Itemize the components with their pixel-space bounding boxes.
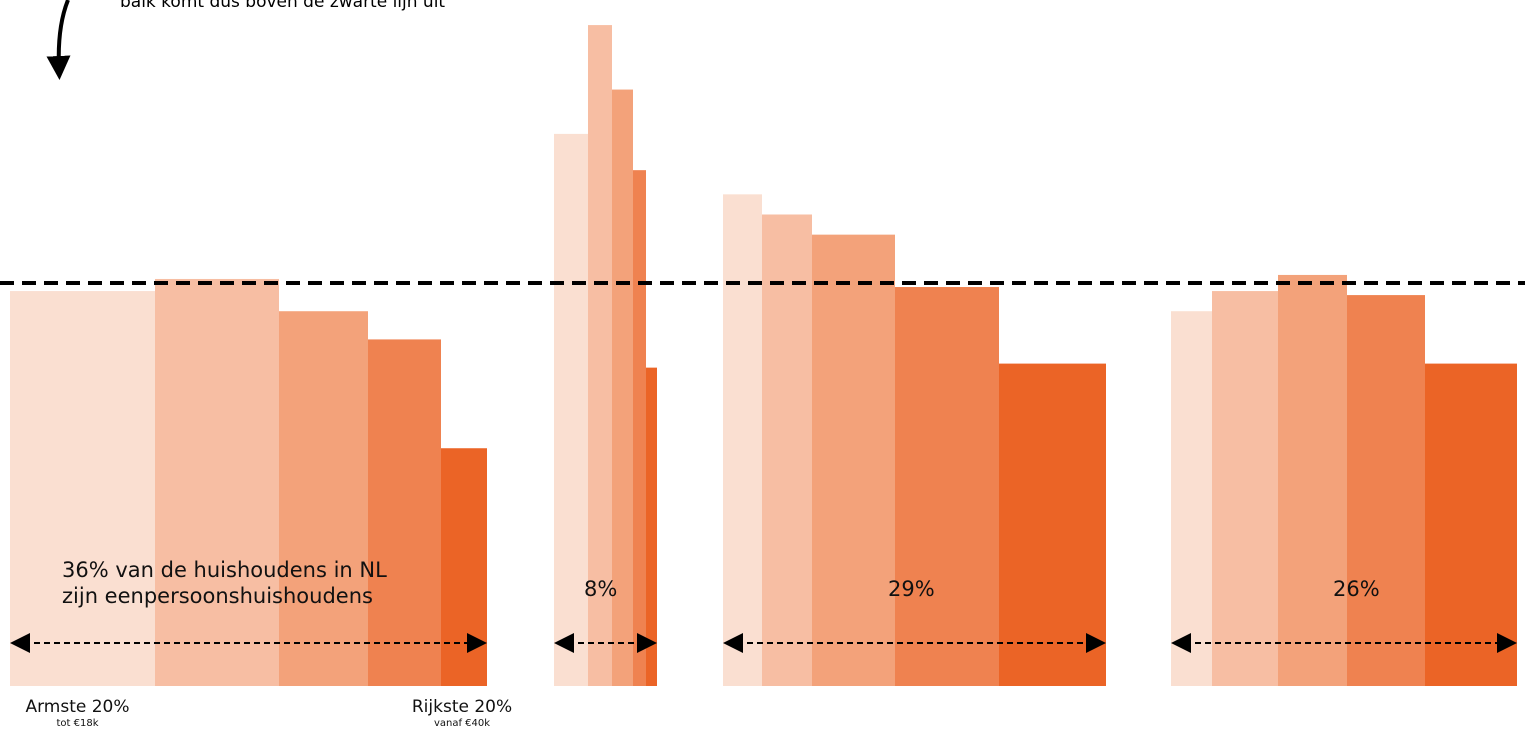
x-label-left-main: Armste 20% (25, 697, 130, 717)
bar-group1-quintile4 (368, 339, 441, 686)
bar-group1-quintile2 (155, 278, 279, 686)
bar-group2-quintile2 (588, 25, 612, 686)
bar-group3-quintile1 (723, 194, 762, 686)
bars-layer (10, 25, 1517, 687)
bar-group3-quintile3 (812, 234, 895, 686)
group-label-3: 29% (888, 576, 935, 602)
x-label-left: Armste 20% tot €18k (20, 697, 135, 729)
bar-group2-quintile1 (554, 133, 588, 686)
bar-group1-quintile1 (10, 291, 155, 686)
bar-group4-quintile1 (1171, 311, 1212, 686)
bar-group4-quintile4 (1347, 295, 1425, 686)
bar-group4-quintile2 (1212, 291, 1278, 686)
annotation-arrow-icon (46, 0, 71, 80)
bar-group1-quintile3 (279, 311, 368, 686)
group-label-line: zijn eenpersoonshuishoudens (62, 584, 373, 608)
bar-group4-quintile5 (1425, 363, 1517, 686)
x-label-right: Rijkste 20% vanaf €40k (402, 697, 522, 729)
x-label-right-sub: vanaf €40k (433, 718, 491, 729)
bar-group2-quintile4 (633, 170, 646, 686)
group-label-1: 36% van de huishoudens in NL zijn eenpers… (62, 557, 387, 609)
group-label-line: 29% (888, 577, 935, 601)
group-label-2: 8% (584, 576, 617, 602)
group-label-line: 8% (584, 577, 618, 601)
group-label-line: 26% (1333, 577, 1380, 601)
bar-group2-quintile3 (612, 89, 633, 686)
bar-group1-quintile5 (441, 448, 487, 686)
bar-group3-quintile2 (762, 214, 812, 687)
bar-group2-quintile5 (646, 367, 657, 686)
annotation-text: balk komt dus boven de zwarte lijn uit (120, 0, 446, 12)
bar-group4-quintile3 (1278, 274, 1347, 686)
bar-group3-quintile5 (999, 363, 1106, 686)
bar-group3-quintile4 (895, 287, 999, 686)
group-label-4: 26% (1333, 576, 1380, 602)
group-label-line: 36% van de huishoudens in NL (62, 558, 387, 582)
x-label-right-main: Rijkste 20% (411, 697, 513, 717)
x-label-left-sub: tot €18k (56, 718, 99, 729)
